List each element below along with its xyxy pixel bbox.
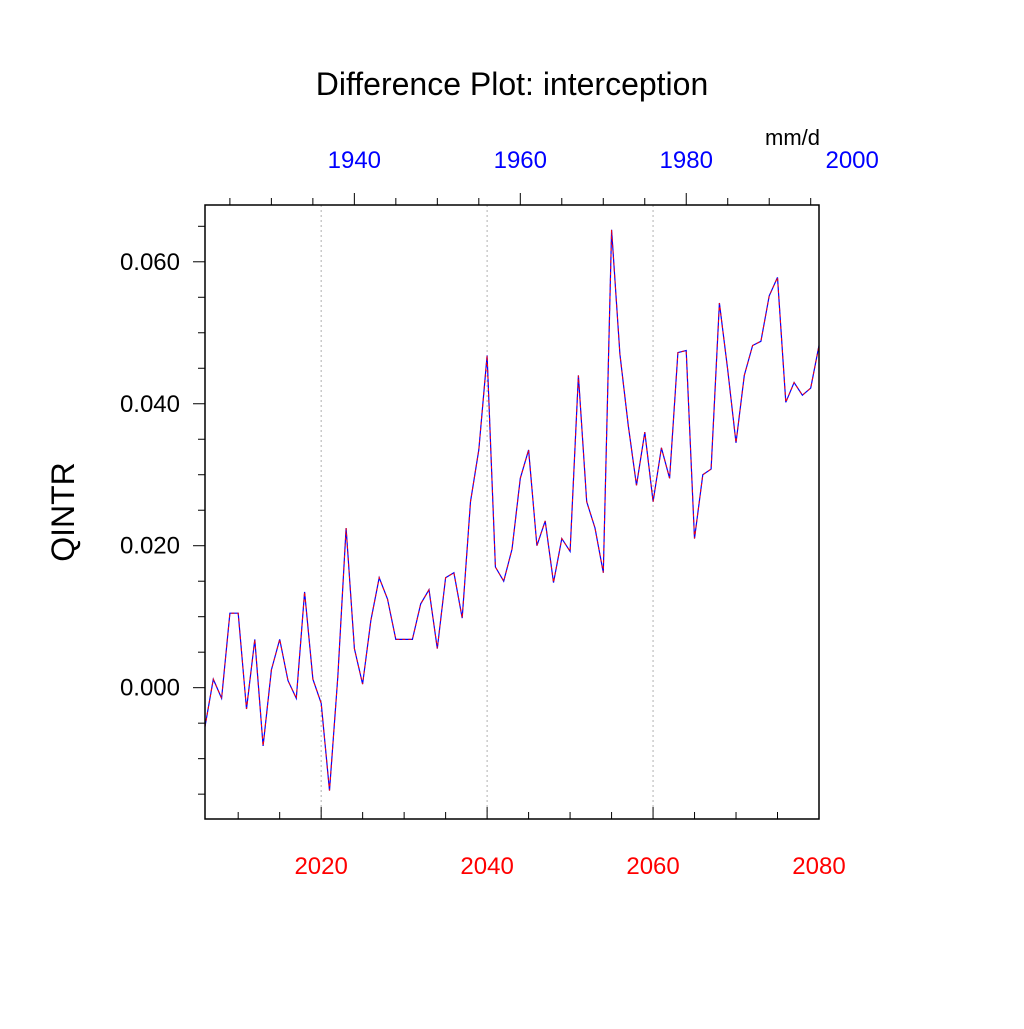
series-line-red (204, 229, 820, 791)
y-tick-label: 0.000 (120, 675, 180, 702)
y-tick-label: 0.060 (120, 249, 180, 276)
data-series (204, 229, 820, 791)
x-tick-label: 2020 (294, 853, 347, 880)
tick-labels: 2020 2040 2060 2080 1940 1960 1980 2000 0.000 0.0… (120, 147, 879, 880)
chart-title: Difference Plot: interception (316, 66, 709, 102)
x-top-tick-label: 1940 (328, 147, 381, 174)
grid-lines (320, 205, 654, 819)
units-label: mm/d (765, 125, 820, 150)
y-tick-label: 0.020 (120, 533, 180, 560)
x-tick-label: 2080 (792, 853, 845, 880)
axis-ticks (193, 193, 820, 819)
plot-frame (204, 204, 820, 820)
series-line-blue (204, 229, 820, 791)
x-tick-label: 2060 (626, 853, 679, 880)
x-top-tick-label: 1980 (660, 147, 713, 174)
x-tick-label: 2040 (460, 853, 513, 880)
x-top-tick-label: 1960 (494, 147, 547, 174)
y-tick-label: 0.040 (120, 391, 180, 418)
y-axis-label: QINTR (45, 462, 81, 562)
x-top-tick-label: 2000 (825, 147, 878, 174)
